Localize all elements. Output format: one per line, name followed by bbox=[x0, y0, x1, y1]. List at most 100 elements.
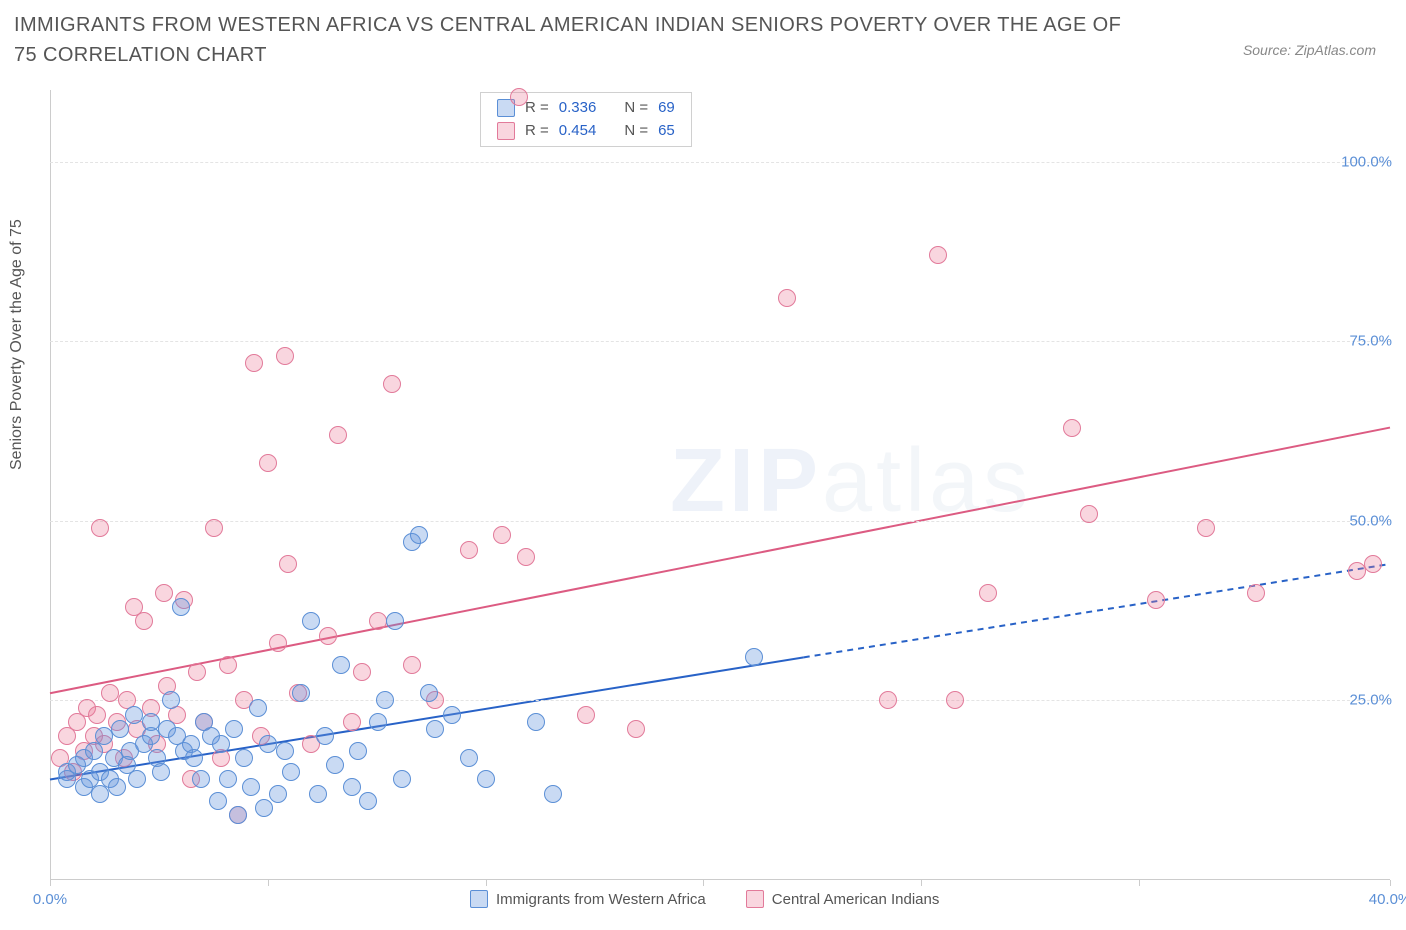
series-a-marker bbox=[235, 749, 253, 767]
series-b-marker bbox=[155, 584, 173, 602]
series-b-marker bbox=[1247, 584, 1265, 602]
series-a-marker bbox=[745, 648, 763, 666]
series-a-marker bbox=[426, 720, 444, 738]
series-a-marker bbox=[477, 770, 495, 788]
series-a-marker bbox=[326, 756, 344, 774]
series-b-marker bbox=[1147, 591, 1165, 609]
series-b-marker bbox=[1063, 419, 1081, 437]
series-a-marker bbox=[443, 706, 461, 724]
series-b-marker bbox=[91, 519, 109, 537]
series-a-marker bbox=[527, 713, 545, 731]
series-b-marker bbox=[383, 375, 401, 393]
series-a-marker bbox=[125, 706, 143, 724]
series-a-marker bbox=[229, 806, 247, 824]
y-tick-label: 75.0% bbox=[1349, 333, 1392, 350]
x-tick bbox=[703, 880, 704, 886]
series-a-marker bbox=[142, 713, 160, 731]
series-b-marker bbox=[101, 684, 119, 702]
series-a-marker bbox=[276, 742, 294, 760]
series-b-marker bbox=[946, 691, 964, 709]
series-a-marker bbox=[219, 770, 237, 788]
swatch-series-b-icon bbox=[746, 890, 764, 908]
x-tick-label: 0.0% bbox=[33, 891, 67, 908]
series-b-marker bbox=[219, 656, 237, 674]
gridline bbox=[50, 162, 1390, 163]
x-tick bbox=[268, 880, 269, 886]
series-b-marker bbox=[319, 627, 337, 645]
series-a-marker bbox=[185, 749, 203, 767]
x-tick bbox=[921, 880, 922, 886]
series-b-marker bbox=[460, 541, 478, 559]
legend-item-series-a: Immigrants from Western Africa bbox=[470, 890, 706, 908]
series-a-marker bbox=[309, 785, 327, 803]
series-a-marker bbox=[393, 770, 411, 788]
x-tick bbox=[1390, 880, 1391, 886]
series-b-marker bbox=[276, 347, 294, 365]
legend-label-series-a: Immigrants from Western Africa bbox=[496, 891, 706, 908]
series-a-marker bbox=[192, 770, 210, 788]
series-a-marker bbox=[249, 699, 267, 717]
series-a-marker bbox=[162, 691, 180, 709]
series-b-marker bbox=[279, 555, 297, 573]
series-b-marker bbox=[269, 634, 287, 652]
series-b-marker bbox=[1197, 519, 1215, 537]
series-b-marker bbox=[577, 706, 595, 724]
chart-title: IMMIGRANTS FROM WESTERN AFRICA VS CENTRA… bbox=[14, 10, 1134, 70]
series-a-marker bbox=[172, 598, 190, 616]
series-b-marker bbox=[329, 426, 347, 444]
series-b-marker bbox=[245, 354, 263, 372]
series-b-marker bbox=[929, 246, 947, 264]
legend-item-series-b: Central American Indians bbox=[746, 890, 940, 908]
source-attribution: Source: ZipAtlas.com bbox=[1243, 42, 1376, 58]
series-a-marker bbox=[209, 792, 227, 810]
series-b-marker bbox=[1080, 505, 1098, 523]
series-a-marker bbox=[544, 785, 562, 803]
series-b-marker bbox=[493, 526, 511, 544]
series-b-marker bbox=[205, 519, 223, 537]
series-b-marker bbox=[369, 612, 387, 630]
series-a-marker bbox=[108, 778, 126, 796]
series-b-marker bbox=[188, 663, 206, 681]
series-a-marker bbox=[95, 727, 113, 745]
series-a-marker bbox=[349, 742, 367, 760]
series-a-marker bbox=[269, 785, 287, 803]
series-a-marker bbox=[460, 749, 478, 767]
series-b-marker bbox=[627, 720, 645, 738]
series-b-marker bbox=[343, 713, 361, 731]
series-a-marker bbox=[152, 763, 170, 781]
gridline bbox=[50, 521, 1390, 522]
series-a-marker bbox=[302, 612, 320, 630]
scatter-chart: ZIPatlas R = 0.336 N = 69 R = 0.454 N = … bbox=[50, 90, 1390, 880]
series-legend: Immigrants from Western Africa Central A… bbox=[470, 890, 939, 908]
series-a-marker bbox=[212, 735, 230, 753]
series-b-marker bbox=[510, 88, 528, 106]
series-a-marker bbox=[332, 656, 350, 674]
series-b-marker bbox=[403, 656, 421, 674]
series-a-marker bbox=[369, 713, 387, 731]
series-b-marker bbox=[353, 663, 371, 681]
gridline bbox=[50, 341, 1390, 342]
series-a-marker bbox=[420, 684, 438, 702]
series-a-marker bbox=[343, 778, 361, 796]
series-b-marker bbox=[979, 584, 997, 602]
legend-label-series-b: Central American Indians bbox=[772, 891, 940, 908]
y-tick-label: 25.0% bbox=[1349, 692, 1392, 709]
series-b-marker bbox=[879, 691, 897, 709]
y-tick-label: 100.0% bbox=[1341, 153, 1392, 170]
series-b-marker bbox=[259, 454, 277, 472]
x-tick bbox=[486, 880, 487, 886]
series-b-marker bbox=[135, 612, 153, 630]
series-a-marker bbox=[128, 770, 146, 788]
series-b-marker bbox=[1348, 562, 1366, 580]
series-b-marker bbox=[517, 548, 535, 566]
series-a-marker bbox=[359, 792, 377, 810]
series-a-marker bbox=[242, 778, 260, 796]
series-a-marker bbox=[225, 720, 243, 738]
x-tick-label: 40.0% bbox=[1369, 891, 1406, 908]
series-b-marker bbox=[778, 289, 796, 307]
series-a-marker bbox=[255, 799, 273, 817]
series-a-marker bbox=[292, 684, 310, 702]
series-a-marker bbox=[282, 763, 300, 781]
x-tick bbox=[1139, 880, 1140, 886]
series-b-marker bbox=[88, 706, 106, 724]
